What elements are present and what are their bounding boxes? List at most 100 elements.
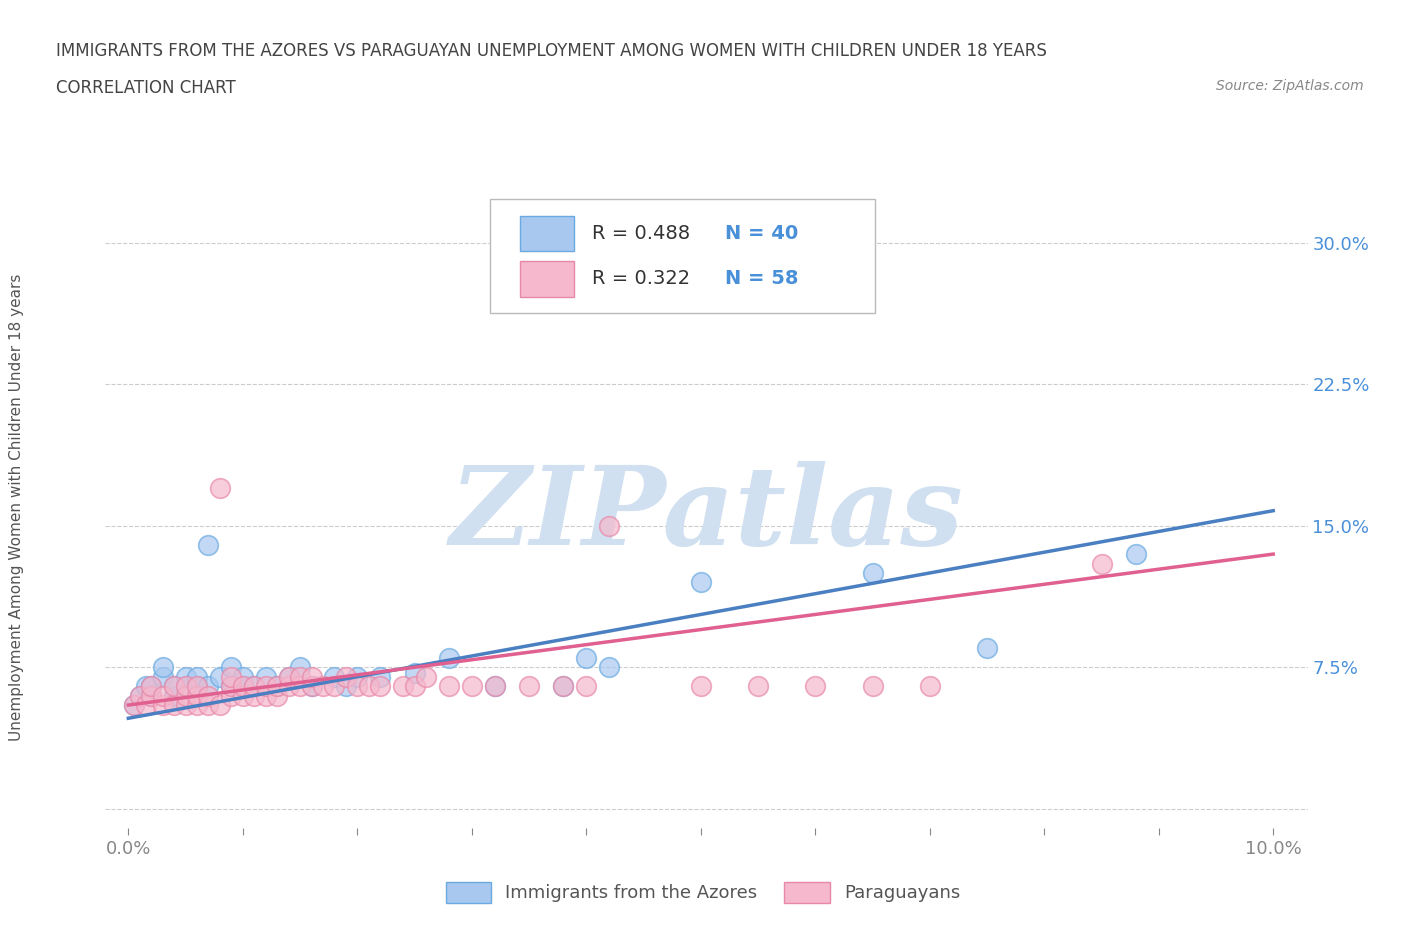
Bar [520,261,574,297]
Point [232,670,254,684]
Point [575,679,598,694]
Point [152,688,174,703]
Point [277,670,299,684]
Point [186,679,208,694]
Point [404,666,426,681]
Point [197,688,219,703]
Point [392,679,415,694]
Point [575,650,598,665]
Point [404,679,426,694]
Point [186,688,208,703]
Point [804,679,827,694]
Point [368,679,391,694]
Point [277,670,299,684]
Text: CORRELATION CHART: CORRELATION CHART [56,79,236,97]
Point [186,679,208,694]
Point [128,688,150,703]
Point [163,679,186,694]
Point [517,679,540,694]
Point [368,670,391,684]
Point [335,670,357,684]
Point [598,660,620,675]
Point [141,679,163,694]
Point [1125,547,1147,562]
Text: R = 0.322: R = 0.322 [592,269,690,288]
Point [323,679,346,694]
Point [186,698,208,712]
Point [254,670,277,684]
Point [174,679,197,694]
Point [862,679,884,694]
Point [288,660,311,675]
Point [221,679,243,694]
Text: N = 40: N = 40 [724,224,797,243]
Point [152,660,174,675]
Point [312,679,335,694]
Point [288,679,311,694]
Point [689,575,711,590]
Point [437,650,460,665]
Point [152,670,174,684]
Point [243,679,266,694]
Point [862,565,884,580]
Point [747,679,769,694]
Point [128,688,150,703]
Point [208,670,231,684]
Point [277,679,299,694]
Point [163,698,186,712]
Point [266,679,288,694]
Point [243,688,266,703]
Point [598,518,620,533]
Point [221,688,243,703]
Point [266,688,288,703]
Point [122,698,145,712]
Point [232,679,254,694]
Point [197,698,219,712]
Legend: Immigrants from the Azores, Paraguayans: Immigrants from the Azores, Paraguayans [437,872,969,911]
Point [918,679,941,694]
Point [135,698,157,712]
Point [232,679,254,694]
FancyBboxPatch shape [491,200,875,313]
Point [346,679,368,694]
Point [266,679,288,694]
Point [301,679,323,694]
Text: ZIPatlas: ZIPatlas [450,461,963,569]
Point [208,481,231,496]
Point [135,679,157,694]
Point [197,679,219,694]
Point [484,679,506,694]
Point [415,670,437,684]
Point [437,679,460,694]
Point [208,698,231,712]
Text: IMMIGRANTS FROM THE AZORES VS PARAGUAYAN UNEMPLOYMENT AMONG WOMEN WITH CHILDREN : IMMIGRANTS FROM THE AZORES VS PARAGUAYAN… [56,42,1047,60]
Point [335,679,357,694]
Text: Unemployment Among Women with Children Under 18 years: Unemployment Among Women with Children U… [10,273,24,740]
Point [254,688,277,703]
Text: Source: ZipAtlas.com: Source: ZipAtlas.com [1216,79,1364,93]
Point [288,670,311,684]
Point [689,679,711,694]
Point [323,670,346,684]
Point [461,679,484,694]
Point [254,679,277,694]
Point [197,538,219,552]
Point [484,679,506,694]
Point [141,688,163,703]
Point [221,670,243,684]
Point [301,679,323,694]
Point [976,641,998,656]
Point [174,698,197,712]
Point [122,698,145,712]
Point [553,679,575,694]
Point [141,679,163,694]
Text: R = 0.488: R = 0.488 [592,224,690,243]
Point [232,688,254,703]
Point [243,679,266,694]
Point [221,660,243,675]
Bar [520,216,574,251]
Point [186,670,208,684]
Point [174,679,197,694]
Point [553,679,575,694]
Point [1090,556,1112,571]
